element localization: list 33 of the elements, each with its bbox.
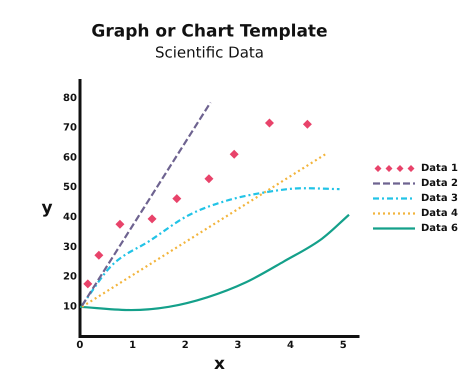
point [94,250,104,260]
x-tick-label: 3 [234,340,242,352]
y-tick-label: 80 [62,92,77,104]
y-tick-label: 10 [62,301,77,312]
point [204,174,214,184]
point [148,214,157,224]
y-tick-label: 70 [62,122,77,134]
x-axis-title: x [214,354,225,374]
chart-title: Graph or Chart Template [91,22,328,42]
point [230,150,239,159]
y-axis-title: y [41,198,53,218]
point [115,220,124,229]
y-tick-label: 50 [62,182,77,194]
chart-subtitle: Scientific Data [155,43,264,62]
x-tick-label: 5 [340,340,347,352]
x-tick-label: 4 [287,340,294,352]
point [83,279,92,288]
legend-label: Data 2 [421,178,458,190]
line-series [80,214,350,312]
x-tick-label: 2 [182,340,189,352]
point [302,120,312,129]
y-tick-label: 60 [62,152,77,164]
x-tick-label: 0 [76,340,84,352]
legend-label: Data 6 [421,223,458,234]
y-tick-label: 30 [62,242,77,253]
x-tick-label: 1 [129,340,136,352]
y-tick-label: 20 [62,272,77,283]
y-tick-label: 40 [62,212,77,224]
point [172,194,182,204]
legend-label: Data 1 [421,163,458,174]
legend-label: Data 4 [421,208,458,220]
legend-label: Data 3 [421,193,458,204]
point [264,118,274,128]
